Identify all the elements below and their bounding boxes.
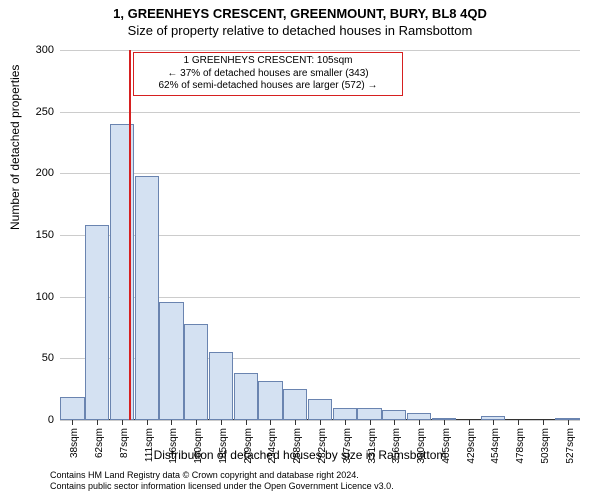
- footer-credits: Contains HM Land Registry data © Crown c…: [50, 470, 394, 492]
- annotation-line: 1 GREENHEYS CRESCENT: 105sqm: [138, 55, 398, 68]
- histogram-bar: [234, 373, 258, 420]
- histogram-bar: [333, 408, 357, 420]
- x-tick-mark: [394, 420, 395, 425]
- x-tick-mark: [444, 420, 445, 425]
- x-tick-mark: [419, 420, 420, 425]
- histogram-bar: [159, 302, 183, 420]
- histogram-bar: [85, 225, 109, 420]
- histogram-bar: [283, 389, 307, 420]
- y-tick-label: 250: [36, 106, 54, 118]
- x-tick-mark: [320, 420, 321, 425]
- x-tick-mark: [246, 420, 247, 425]
- x-tick-mark: [270, 420, 271, 425]
- footer-line-2: Contains public sector information licen…: [50, 481, 394, 492]
- x-tick-mark: [568, 420, 569, 425]
- x-tick-mark: [147, 420, 148, 425]
- footer-line-1: Contains HM Land Registry data © Crown c…: [50, 470, 394, 481]
- x-tick-mark: [295, 420, 296, 425]
- histogram-bar: [357, 408, 381, 420]
- x-tick-mark: [518, 420, 519, 425]
- x-tick-mark: [72, 420, 73, 425]
- histogram-bar: [407, 413, 431, 420]
- histogram-bar: [184, 324, 208, 420]
- x-tick-mark: [97, 420, 98, 425]
- x-tick-mark: [345, 420, 346, 425]
- y-axis-label: Number of detached properties: [8, 65, 22, 230]
- y-tick-label: 0: [48, 414, 54, 426]
- x-tick-mark: [122, 420, 123, 425]
- x-tick-mark: [221, 420, 222, 425]
- y-tick-label: 100: [36, 291, 54, 303]
- x-tick-mark: [171, 420, 172, 425]
- page-title-desc: Size of property relative to detached ho…: [0, 21, 600, 38]
- histogram-bar: [209, 352, 233, 420]
- annotation-line: ← 37% of detached houses are smaller (34…: [138, 68, 398, 81]
- x-axis-label: Distribution of detached houses by size …: [0, 448, 600, 462]
- gridline: [60, 173, 580, 174]
- x-tick-mark: [370, 420, 371, 425]
- x-tick-mark: [469, 420, 470, 425]
- y-tick-label: 200: [36, 167, 54, 179]
- histogram-bar: [308, 399, 332, 420]
- gridline: [60, 50, 580, 51]
- histogram-bar: [382, 410, 406, 420]
- reference-line: [129, 50, 131, 420]
- x-tick-mark: [493, 420, 494, 425]
- histogram-bar: [135, 176, 159, 420]
- y-tick-label: 150: [36, 229, 54, 241]
- page-title-address: 1, GREENHEYS CRESCENT, GREENMOUNT, BURY,…: [0, 0, 600, 21]
- histogram-chart: 05010015020025030038sqm62sqm87sqm111sqm1…: [60, 50, 580, 420]
- y-tick-label: 300: [36, 44, 54, 56]
- annotation-box: 1 GREENHEYS CRESCENT: 105sqm← 37% of det…: [133, 52, 403, 96]
- x-tick-mark: [196, 420, 197, 425]
- annotation-line: 62% of semi-detached houses are larger (…: [138, 80, 398, 93]
- x-tick-mark: [543, 420, 544, 425]
- histogram-bar: [60, 397, 84, 420]
- histogram-bar: [258, 381, 282, 420]
- y-tick-label: 50: [42, 352, 54, 364]
- gridline: [60, 112, 580, 113]
